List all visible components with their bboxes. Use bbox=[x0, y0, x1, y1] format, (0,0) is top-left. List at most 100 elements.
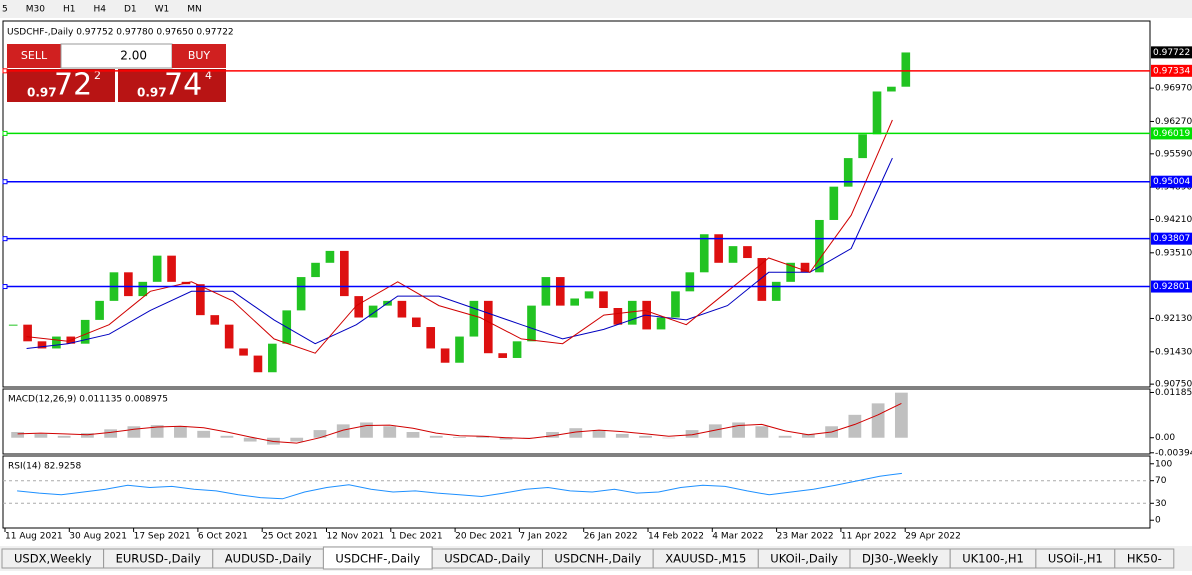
buy-price-box[interactable] bbox=[118, 69, 226, 102]
candle bbox=[296, 277, 306, 311]
macd-bar bbox=[290, 437, 304, 442]
tab[interactable]: USDX,Weekly bbox=[1, 548, 105, 569]
macd-bar bbox=[708, 424, 722, 438]
timeframe-button[interactable]: H4 bbox=[93, 5, 106, 15]
candle bbox=[541, 277, 551, 306]
volume: 2.00 bbox=[120, 49, 147, 63]
macd-bar bbox=[220, 435, 234, 438]
rsi-label: RSI(14) 82.9258 bbox=[8, 462, 81, 472]
date-label: 12 Nov 2021 bbox=[327, 532, 385, 542]
level-label: 0.95004 bbox=[1153, 177, 1190, 187]
candle bbox=[124, 272, 133, 297]
tab-label: USDCNH-,Daily bbox=[554, 552, 641, 566]
macd-bar bbox=[383, 426, 397, 438]
timeframe-button[interactable]: D1 bbox=[124, 5, 137, 15]
candle bbox=[152, 255, 162, 282]
tab-label: USOil-,H1 bbox=[1048, 552, 1103, 566]
tab[interactable]: DJ30-,Weekly bbox=[849, 548, 951, 569]
tab[interactable]: AUDUSD-,Daily bbox=[212, 548, 324, 569]
level-label: 0.92801 bbox=[1153, 282, 1190, 292]
date-label: 11 Apr 2022 bbox=[841, 532, 897, 542]
tab-label: XAUUSD-,M15 bbox=[665, 552, 746, 566]
candle bbox=[555, 277, 565, 306]
candle bbox=[268, 343, 277, 373]
tab[interactable]: UK100-,H1 bbox=[949, 548, 1037, 569]
y-tick-label: 0.00 bbox=[1155, 433, 1175, 443]
ma-fast bbox=[26, 119, 893, 354]
macd-bar bbox=[801, 433, 815, 438]
candle bbox=[340, 250, 349, 297]
macd-bar bbox=[360, 422, 373, 438]
buy-button[interactable] bbox=[172, 44, 226, 68]
tab[interactable]: UKOil-,Daily bbox=[757, 548, 851, 569]
tab[interactable]: USOil-,H1 bbox=[1035, 548, 1116, 569]
y-tick-label: 100 bbox=[1155, 459, 1172, 469]
y-tick-label: 0.96970 bbox=[1155, 84, 1192, 94]
candle bbox=[498, 353, 508, 358]
level-label-bg bbox=[1151, 175, 1192, 188]
tab[interactable]: HK50- bbox=[1114, 548, 1175, 569]
date-label: 4 Mar 2022 bbox=[712, 532, 763, 542]
y-tick-label: 30 bbox=[1155, 499, 1167, 509]
ma-slow bbox=[26, 157, 893, 349]
candle bbox=[455, 336, 464, 363]
date-label: 30 Aug 2021 bbox=[69, 532, 127, 542]
volume-input[interactable] bbox=[60, 43, 173, 69]
buy-text: BUY bbox=[188, 49, 211, 62]
date-label: 20 Dec 2021 bbox=[455, 532, 512, 542]
candle bbox=[426, 327, 436, 349]
level-label-bg bbox=[1151, 232, 1192, 245]
trade-panel: SELL 2.00 BUY 0.97 72 2 0.97 74 4 bbox=[7, 43, 226, 103]
y-tick-label: 70 bbox=[1155, 476, 1167, 486]
candle bbox=[80, 319, 90, 344]
tab-label: HK50- bbox=[1127, 552, 1162, 566]
tab-label: UKOil-,Daily bbox=[770, 552, 838, 566]
macd-bar bbox=[546, 432, 559, 438]
sell-price-box[interactable] bbox=[7, 69, 115, 102]
date-label: 7 Jan 2022 bbox=[519, 532, 567, 542]
tab-label: UK100-,H1 bbox=[962, 552, 1024, 566]
candle bbox=[901, 52, 911, 87]
candle bbox=[440, 348, 450, 363]
current-price: 0.97722 bbox=[1153, 48, 1190, 58]
level-label-bg bbox=[1151, 280, 1192, 293]
tab[interactable]: USDCHF-,Daily bbox=[322, 546, 433, 570]
timeframe-button[interactable]: H1 bbox=[63, 5, 76, 15]
candle bbox=[23, 324, 32, 342]
macd-bar bbox=[34, 433, 48, 438]
candle bbox=[167, 255, 176, 282]
tab[interactable]: EURUSD-,Daily bbox=[103, 548, 214, 569]
date-label: 6 Oct 2021 bbox=[198, 532, 248, 542]
macd-bar bbox=[522, 437, 536, 439]
candle bbox=[757, 258, 767, 301]
tab-label: USDX,Weekly bbox=[14, 552, 92, 566]
sell-main: 72 bbox=[54, 68, 92, 103]
candle bbox=[469, 300, 479, 337]
macd-bar bbox=[685, 430, 699, 438]
timeframe-button[interactable]: M30 bbox=[26, 5, 45, 15]
macd-bar bbox=[453, 436, 466, 438]
tab-label: EURUSD-,Daily bbox=[116, 552, 201, 566]
timeframe-button[interactable]: 5 bbox=[2, 5, 8, 15]
sell-button[interactable] bbox=[7, 44, 61, 68]
date-label: 17 Sep 2021 bbox=[134, 532, 191, 542]
candle bbox=[570, 298, 579, 306]
macd-bar bbox=[639, 435, 652, 438]
y-tick-label: 0 bbox=[1155, 516, 1161, 526]
candle bbox=[37, 341, 47, 349]
timeframe-button[interactable]: W1 bbox=[155, 5, 170, 15]
candle bbox=[239, 348, 248, 356]
date-label: 26 Jan 2022 bbox=[584, 532, 638, 542]
tab[interactable]: XAUUSD-,M15 bbox=[652, 548, 759, 569]
buy-main: 74 bbox=[164, 68, 202, 103]
level-label: 0.93807 bbox=[1153, 234, 1190, 244]
tab[interactable]: USDCAD-,Daily bbox=[431, 548, 543, 569]
timeframe-button[interactable]: MN bbox=[187, 5, 202, 15]
level-handle bbox=[2, 130, 8, 136]
candle bbox=[858, 134, 867, 159]
candle bbox=[8, 324, 18, 326]
macd-label: MACD(12,26,9) 0.011135 0.008975 bbox=[8, 395, 168, 405]
macd-bar bbox=[662, 437, 676, 439]
tab[interactable]: USDCNH-,Daily bbox=[541, 548, 654, 569]
macd-bar bbox=[57, 435, 71, 438]
